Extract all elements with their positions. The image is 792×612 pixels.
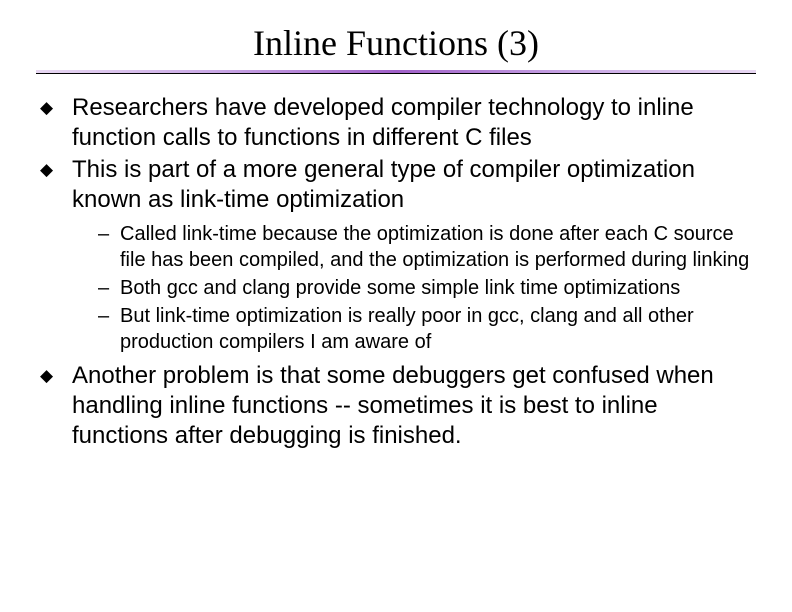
title-underline-line	[36, 73, 756, 74]
bullet-text: Researchers have developed compiler tech…	[72, 93, 752, 153]
slide-title: Inline Functions (3)	[253, 22, 539, 70]
list-item: – Called link-time because the optimizat…	[98, 221, 752, 273]
diamond-bullet-icon: ◆	[38, 155, 72, 185]
bullet-list: ◆ Researchers have developed compiler te…	[38, 93, 752, 215]
bullet-text: Another problem is that some debuggers g…	[72, 361, 752, 451]
dash-bullet-icon: –	[98, 303, 120, 329]
diamond-bullet-icon: ◆	[38, 93, 72, 123]
list-item: – Both gcc and clang provide some simple…	[98, 275, 752, 301]
diamond-bullet-icon: ◆	[38, 361, 72, 391]
title-underline	[36, 70, 756, 75]
dash-bullet-icon: –	[98, 221, 120, 247]
list-item: – But link-time optimization is really p…	[98, 303, 752, 355]
sub-bullet-text: Called link-time because the optimizatio…	[120, 221, 752, 273]
bullet-text: This is part of a more general type of c…	[72, 155, 752, 215]
list-item: ◆ Another problem is that some debuggers…	[38, 361, 752, 451]
list-item: ◆ This is part of a more general type of…	[38, 155, 752, 215]
slide: Inline Functions (3) ◆ Researchers have …	[0, 0, 792, 612]
sub-bullet-list: – Called link-time because the optimizat…	[98, 221, 752, 355]
title-area: Inline Functions (3)	[36, 22, 756, 75]
bullet-list-continued: ◆ Another problem is that some debuggers…	[38, 361, 752, 451]
sub-bullet-text: But link-time optimization is really poo…	[120, 303, 752, 355]
dash-bullet-icon: –	[98, 275, 120, 301]
sub-bullet-text: Both gcc and clang provide some simple l…	[120, 275, 680, 301]
list-item: ◆ Researchers have developed compiler te…	[38, 93, 752, 153]
content-area: ◆ Researchers have developed compiler te…	[36, 93, 756, 451]
